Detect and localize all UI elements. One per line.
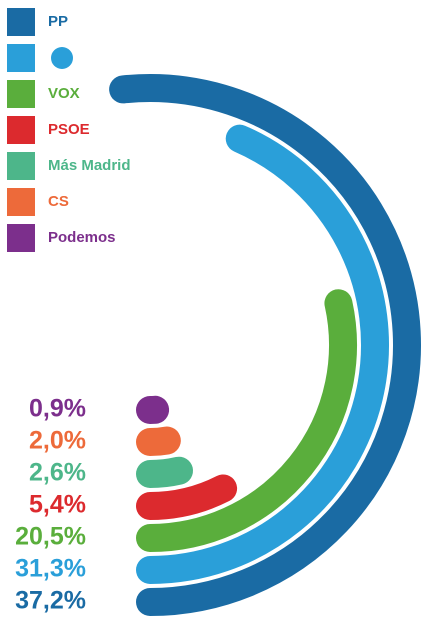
legend-label: VOX: [48, 85, 80, 102]
value-label: 2,0%: [29, 427, 86, 455]
value-label: 5,4%: [29, 491, 86, 519]
legend-label: CS: [48, 193, 69, 210]
legend-label: Más Madrid: [48, 157, 131, 174]
radial-bar: [136, 289, 357, 552]
legend-swatch: [7, 188, 35, 216]
legend-swatch: [7, 80, 35, 108]
radial-bar: [109, 74, 421, 616]
legend-swatch: [7, 116, 35, 144]
legend-label: PP: [48, 13, 68, 30]
value-label: 31,3%: [15, 555, 86, 583]
legend-label: PSOE: [48, 121, 90, 138]
value-label: 0,9%: [29, 395, 86, 423]
radial-bar: [136, 426, 181, 456]
value-label: 37,2%: [15, 587, 86, 615]
radial-bar: [136, 124, 389, 584]
legend-label: Podemos: [48, 229, 116, 246]
value-label: 2,6%: [29, 459, 86, 487]
legend-logo: [51, 47, 73, 69]
legend-swatch: [7, 8, 35, 36]
legend-swatch: [7, 44, 35, 72]
radial-bar: [136, 474, 238, 520]
value-label: 20,5%: [15, 523, 86, 551]
legend-swatch: [7, 224, 35, 252]
legend-swatch: [7, 152, 35, 180]
radial-bar: [136, 456, 194, 488]
